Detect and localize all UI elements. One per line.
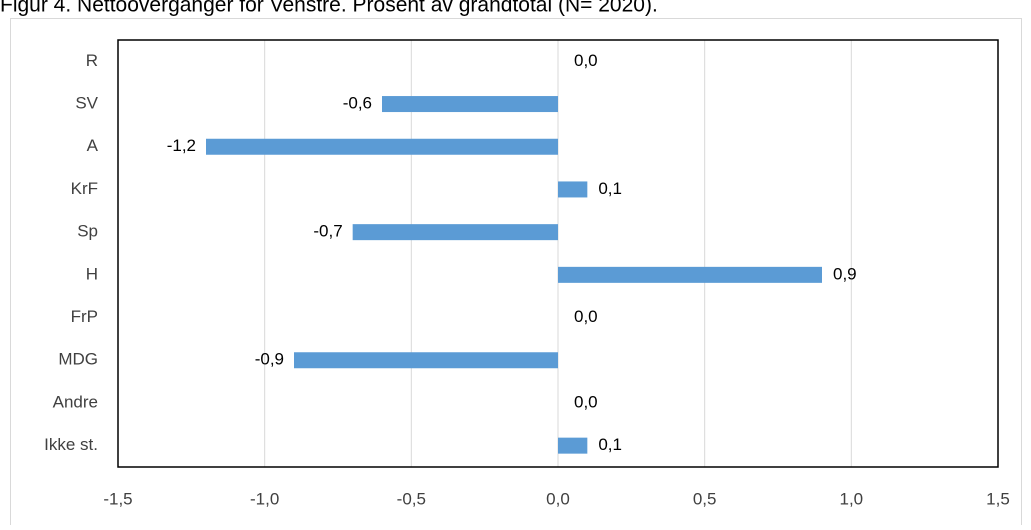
bar bbox=[558, 266, 822, 283]
y-tick-label: Ikke st. bbox=[44, 435, 98, 454]
y-tick-label: Andre bbox=[53, 392, 98, 411]
bar bbox=[382, 96, 558, 113]
data-label: 0,1 bbox=[598, 179, 622, 198]
data-label: 0,0 bbox=[574, 307, 598, 326]
x-tick-label: 0,5 bbox=[693, 489, 717, 508]
x-tick-label: 1,5 bbox=[986, 489, 1010, 508]
x-tick-label: -0,5 bbox=[397, 489, 426, 508]
data-label: 0,1 bbox=[598, 435, 622, 454]
y-tick-label: KrF bbox=[71, 179, 98, 198]
data-label: 0,9 bbox=[833, 264, 857, 283]
x-tick-label: -1,0 bbox=[250, 489, 279, 508]
y-tick-label: FrP bbox=[71, 307, 98, 326]
x-tick-label: 1,0 bbox=[840, 489, 864, 508]
chart-frame bbox=[10, 18, 1022, 530]
y-tick-label: MDG bbox=[58, 350, 98, 369]
y-tick-label: Sp bbox=[77, 222, 98, 241]
y-tick-label: A bbox=[87, 136, 99, 155]
chart-title: Figur 4. Nettooverganger for Venstre. Pr… bbox=[0, 0, 658, 17]
bar bbox=[352, 224, 558, 241]
data-label: -0,7 bbox=[313, 222, 342, 241]
x-tick-label: -1,5 bbox=[103, 489, 132, 508]
bar bbox=[294, 352, 558, 369]
y-tick-label: SV bbox=[75, 94, 98, 113]
y-tick-label: H bbox=[86, 264, 98, 283]
data-label: -0,6 bbox=[343, 94, 372, 113]
bar bbox=[558, 181, 588, 198]
y-tick-label: R bbox=[86, 51, 98, 70]
data-label: -1,2 bbox=[167, 136, 196, 155]
bar bbox=[206, 138, 558, 155]
bar bbox=[558, 437, 588, 454]
data-label: 0,0 bbox=[574, 392, 598, 411]
plot-border bbox=[117, 39, 999, 468]
data-label: -0,9 bbox=[255, 350, 284, 369]
data-label: 0,0 bbox=[574, 51, 598, 70]
x-tick-label: 0,0 bbox=[546, 489, 570, 508]
